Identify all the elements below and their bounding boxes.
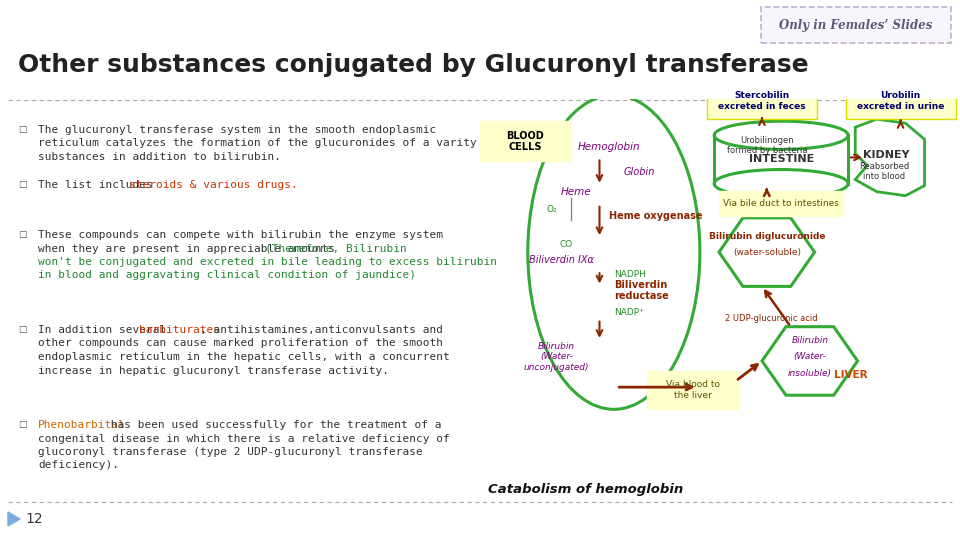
FancyBboxPatch shape <box>708 83 817 119</box>
Text: KIDNEY: KIDNEY <box>863 151 910 160</box>
Polygon shape <box>8 512 20 526</box>
Text: □: □ <box>18 420 27 429</box>
Text: Via blood to
the liver: Via blood to the liver <box>665 380 720 400</box>
Text: Biliverdin IXα: Biliverdin IXα <box>529 255 593 265</box>
Text: Stercobilin
excreted in feces: Stercobilin excreted in feces <box>718 91 805 111</box>
Text: Heme oxygenase: Heme oxygenase <box>609 211 703 221</box>
Text: □: □ <box>18 125 27 134</box>
Text: Hemoglobin: Hemoglobin <box>578 143 640 152</box>
Text: The glucuronyl transferase system in the smooth endoplasmic: The glucuronyl transferase system in the… <box>38 125 436 135</box>
Text: Only in Females’ Slides: Only in Females’ Slides <box>780 18 933 31</box>
Text: won't be conjugated and excreted in bile leading to excess bilirubin: won't be conjugated and excreted in bile… <box>38 257 497 267</box>
Text: insoluble): insoluble) <box>788 368 831 377</box>
Text: O₂: O₂ <box>546 205 557 214</box>
Text: steroids & various drugs.: steroids & various drugs. <box>129 180 298 190</box>
FancyBboxPatch shape <box>647 371 738 409</box>
Text: glucoronyl transferase (type 2 UDP-glucuronyl transferase: glucoronyl transferase (type 2 UDP-glucu… <box>38 447 422 457</box>
FancyBboxPatch shape <box>846 83 955 119</box>
Text: Other substances conjugated by Glucuronyl transferase: Other substances conjugated by Glucurony… <box>18 53 808 77</box>
Text: The list includes: The list includes <box>38 180 159 190</box>
Text: has been used successfully for the treatment of a: has been used successfully for the treat… <box>104 420 442 430</box>
Text: (water-soluble): (water-soluble) <box>732 248 801 256</box>
FancyBboxPatch shape <box>761 7 951 43</box>
Text: CO: CO <box>560 240 573 248</box>
Text: Phenobarbital: Phenobarbital <box>38 420 126 430</box>
Text: deficiency).: deficiency). <box>38 461 119 470</box>
Text: 2 UDP-glucuronic acid: 2 UDP-glucuronic acid <box>725 314 818 323</box>
Text: □: □ <box>18 325 27 334</box>
Text: Bilirubin: Bilirubin <box>791 336 828 345</box>
FancyBboxPatch shape <box>719 191 843 216</box>
Text: Via bile duct to intestines: Via bile duct to intestines <box>723 199 839 208</box>
Text: Reabsorbed
into blood: Reabsorbed into blood <box>859 162 909 181</box>
Text: increase in hepatic glucuronyl transferase activity.: increase in hepatic glucuronyl transfera… <box>38 366 389 375</box>
Text: endoplasmic reticulum in the hepatic cells, with a concurrent: endoplasmic reticulum in the hepatic cel… <box>38 352 449 362</box>
Text: Urobilinogen
formed by bacteria: Urobilinogen formed by bacteria <box>727 136 807 155</box>
Text: reticulum catalyzes the formation of the glucuronides of a varity of: reticulum catalyzes the formation of the… <box>38 138 497 149</box>
Text: LIVER: LIVER <box>833 370 867 380</box>
FancyBboxPatch shape <box>480 121 571 161</box>
Text: Urobilin
excreted in urine: Urobilin excreted in urine <box>857 91 945 111</box>
Text: INTESTINE: INTESTINE <box>749 154 814 165</box>
Text: substances in addition to bilirubin.: substances in addition to bilirubin. <box>38 152 281 162</box>
Text: Catabolism of hemoglobin: Catabolism of hemoglobin <box>488 483 683 496</box>
Text: Bilirubin diglucuronide: Bilirubin diglucuronide <box>708 232 825 240</box>
Text: other compounds can cause marked proliferation of the smooth: other compounds can cause marked prolife… <box>38 339 443 348</box>
Text: In addition several: In addition several <box>38 325 173 335</box>
Text: Biliverdin
reductase: Biliverdin reductase <box>613 280 668 301</box>
Text: congenital disease in which there is a relative deficiency of: congenital disease in which there is a r… <box>38 434 449 443</box>
Text: Globin: Globin <box>623 166 655 177</box>
Text: □: □ <box>18 230 27 239</box>
Text: BLOOD
CELLS: BLOOD CELLS <box>507 131 544 152</box>
Text: (Water-: (Water- <box>793 353 827 361</box>
Text: Heme: Heme <box>561 187 591 197</box>
Text: Bilirubin
(Water-
unconjugated): Bilirubin (Water- unconjugated) <box>524 342 589 372</box>
Text: NADPH: NADPH <box>613 270 646 279</box>
Text: These compounds can compete with bilirubin the enzyme system: These compounds can compete with bilirub… <box>38 230 443 240</box>
Text: in blood and aggravating clinical condition of jaundice): in blood and aggravating clinical condit… <box>38 271 416 280</box>
Text: barbiturates: barbiturates <box>139 325 220 335</box>
Text: 12: 12 <box>25 512 42 526</box>
Text: NADP⁺: NADP⁺ <box>613 308 644 317</box>
Text: when they are present in appreciable amounts: when they are present in appreciable amo… <box>38 244 342 253</box>
Text: □: □ <box>18 180 27 189</box>
Text: (Therefore, Bilirubin: (Therefore, Bilirubin <box>265 244 407 253</box>
Text: , antihistamines,anticonvulsants and: , antihistamines,anticonvulsants and <box>200 325 443 335</box>
